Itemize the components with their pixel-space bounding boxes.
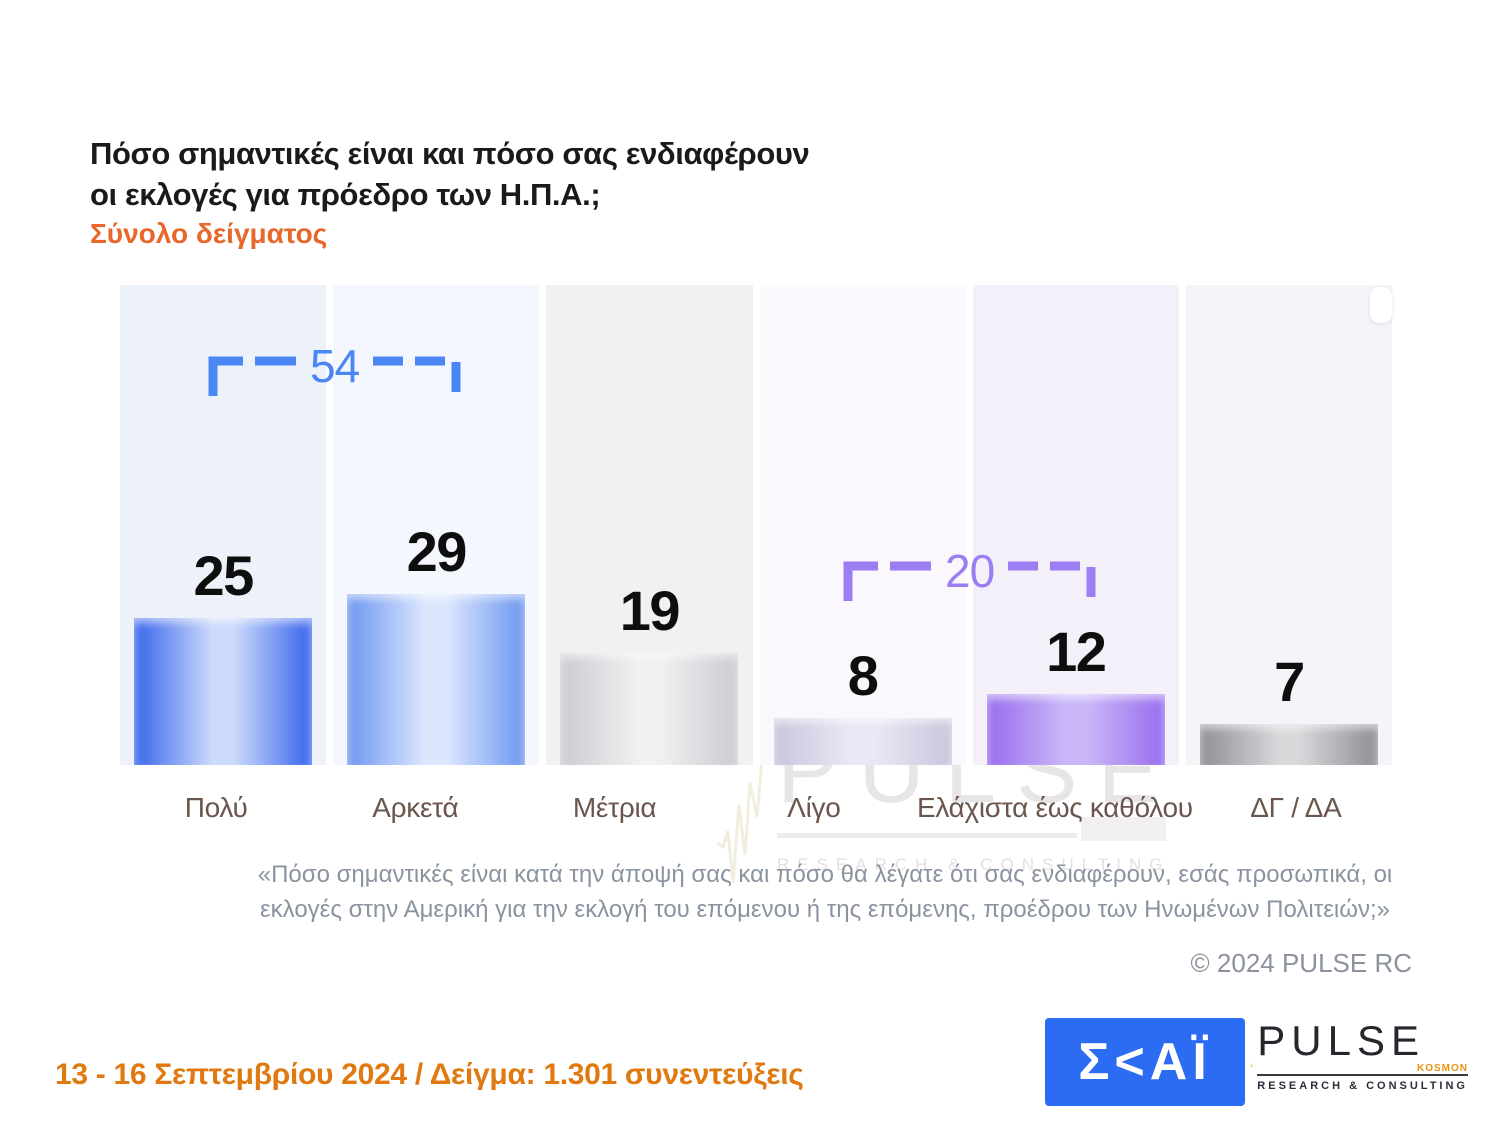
x-label-dgda: ΔΓ / ΔΑ bbox=[1250, 792, 1342, 823]
title-line-1: Πόσο σημαντικές είναι και πόσο σας ενδια… bbox=[90, 136, 810, 171]
bar-value-label: 8 bbox=[847, 643, 879, 707]
copyright-text: © 2024 PULSE RC bbox=[1190, 948, 1412, 978]
skai-logo: Σ<ΑΪ bbox=[1045, 1018, 1245, 1106]
bar-poly bbox=[134, 617, 313, 765]
title-line-2: οι εκλογές για πρόεδρο των Η.Π.Α.; bbox=[90, 176, 601, 212]
bracket-right-arm bbox=[1008, 561, 1096, 601]
bar-elaxista bbox=[986, 694, 1165, 765]
x-label-elaxista: Ελάχιστα έως καθόλου bbox=[916, 792, 1193, 823]
x-label-poly: Πολύ bbox=[184, 792, 248, 823]
group-sum-label: 54 bbox=[310, 340, 360, 392]
watermark-line bbox=[777, 832, 1077, 838]
bar-arketa bbox=[347, 593, 526, 765]
bar-value-label: 7 bbox=[1274, 649, 1305, 713]
bar-column-arketa: 29 bbox=[333, 285, 540, 765]
x-label-arketa: Αρκετά bbox=[372, 792, 459, 823]
bar-dgda bbox=[1199, 723, 1378, 765]
survey-info-text: 13 - 16 Σεπτεμβρίου 2024 / Δείγμα: 1.301… bbox=[55, 1058, 804, 1091]
pulse-logo-tagline: RESEARCH & CONSULTING bbox=[1257, 1080, 1468, 1092]
chart-subtitle: Σύνολο δείγματος bbox=[90, 218, 328, 249]
x-axis-labels: Πολύ Αρκετά Μέτρια Λίγο Ελάχιστα έως καθ… bbox=[120, 792, 1392, 824]
pulse-waveform-icon bbox=[1250, 1063, 1254, 1068]
group-sum-label: 20 bbox=[945, 545, 995, 597]
pulse-logo-kosmon: KOSMON bbox=[1417, 1063, 1468, 1074]
skai-logo-text: Σ<ΑΪ bbox=[1078, 1033, 1212, 1091]
bar-value-label: 19 bbox=[619, 578, 681, 642]
pulse-logo-rule bbox=[1257, 1074, 1468, 1076]
bracket-left-arm bbox=[843, 561, 931, 601]
page-title: Πόσο σημαντικές είναι και πόσο σας ενδια… bbox=[90, 134, 810, 216]
pulse-logo: PULSE KOSMON RESEARCH & CONSULTING bbox=[1250, 1020, 1468, 1110]
bracket-right-arm bbox=[373, 356, 461, 396]
bar-column-ligo: 8 bbox=[759, 285, 966, 765]
pulse-logo-brand: PULSE bbox=[1257, 1017, 1426, 1064]
scrollbar-thumb[interactable] bbox=[1370, 287, 1392, 323]
group-bracket-54: 54 bbox=[208, 343, 461, 397]
bar-ligo bbox=[773, 717, 952, 765]
bar-column-dgda: 7 bbox=[1185, 285, 1393, 765]
bar-value-label: 12 bbox=[1046, 620, 1107, 684]
bar-column-elaxista: 12 bbox=[972, 285, 1179, 765]
bar-value-label: 29 bbox=[406, 519, 468, 583]
bar-column-metria: 19 bbox=[546, 285, 753, 765]
watermark-rule bbox=[777, 817, 1179, 847]
x-label-metria: Μέτρια bbox=[572, 792, 657, 823]
group-bracket-20: 20 bbox=[843, 548, 1096, 602]
x-label-ligo: Λίγο bbox=[787, 792, 841, 823]
bar-metria bbox=[560, 652, 739, 765]
bracket-left-arm bbox=[208, 356, 296, 396]
bar-value-label: 25 bbox=[193, 543, 254, 607]
question-footnote: «Πόσο σημαντικές είναι κατά την άποψή σα… bbox=[257, 861, 1393, 923]
